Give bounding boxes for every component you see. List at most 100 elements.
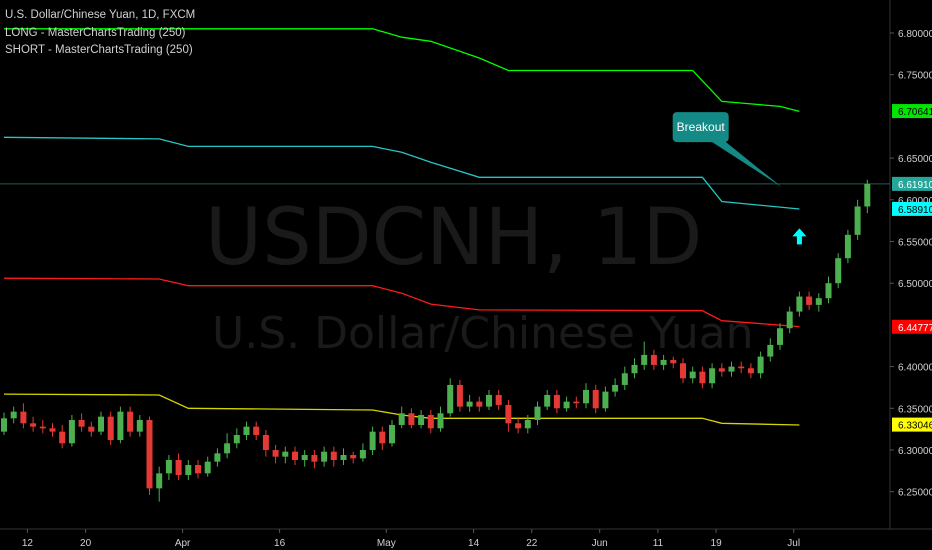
- price-label-badge: [892, 319, 932, 334]
- candle-body: [602, 391, 609, 409]
- candle-body: [456, 384, 463, 407]
- candle-body: [660, 359, 667, 365]
- y-tick-label: 6.55000: [898, 238, 932, 249]
- candle-body: [621, 373, 628, 385]
- candle-body: [495, 394, 502, 405]
- price-label-badge: [892, 417, 932, 432]
- candle-body: [486, 394, 492, 407]
- candle-body: [709, 368, 716, 384]
- candle-body: [699, 371, 706, 384]
- watermark-symbol: USDCNH, 1D: [205, 193, 703, 283]
- candle-body: [864, 183, 871, 207]
- candle-body: [224, 443, 231, 454]
- candle-body: [767, 344, 774, 357]
- candle-body: [806, 296, 813, 305]
- x-tick-label: 16: [274, 538, 286, 549]
- breakout-callout[interactable]: [672, 112, 729, 143]
- candle-body: [670, 359, 677, 364]
- candle-body: [49, 428, 56, 432]
- y-tick-label: 6.65000: [898, 154, 932, 165]
- candle-body: [156, 473, 163, 489]
- x-tick-label: Jun: [592, 538, 608, 549]
- y-tick-label: 6.35000: [898, 404, 932, 415]
- price-label-text: 6.58910: [898, 205, 932, 216]
- x-tick-label: 22: [526, 538, 538, 549]
- candle-body: [418, 414, 425, 425]
- candle-body: [854, 206, 861, 235]
- candle-body: [389, 424, 395, 444]
- indicator-long-label[interactable]: LONG - MasterChartsTrading (250): [5, 27, 186, 39]
- y-tick-label: 6.80000: [898, 29, 932, 40]
- candle-body: [534, 406, 541, 420]
- watermark-name: U.S. Dollar/Chinese Yuan: [212, 308, 754, 359]
- candle-body: [398, 413, 405, 425]
- long-band-line: [4, 28, 800, 113]
- price-label-text: 6.61910: [898, 180, 932, 191]
- candle-body: [718, 368, 725, 372]
- candle-body: [68, 419, 75, 444]
- price-label-badge: [892, 176, 932, 191]
- candle-body: [88, 426, 95, 432]
- candle-body: [292, 451, 298, 461]
- candle-body: [1, 418, 7, 432]
- x-tick-label: May: [377, 538, 396, 549]
- candle-body: [185, 465, 192, 476]
- candle-body: [272, 450, 279, 457]
- candle-body: [262, 434, 269, 450]
- candle-body: [301, 455, 308, 461]
- candle-body: [10, 411, 17, 419]
- candle-body: [78, 419, 85, 427]
- candle-body: [738, 366, 745, 369]
- short-band-line: [3, 277, 800, 328]
- y-tick-label: 6.40000: [898, 363, 932, 374]
- price-label-badge: [892, 104, 932, 119]
- x-tick-label: 19: [711, 538, 723, 549]
- candle-body: [757, 356, 764, 374]
- candle-body: [844, 234, 851, 259]
- breakout-label: Breakout: [677, 120, 726, 134]
- indicator-short-label[interactable]: SHORT - MasterChartsTrading (250): [5, 44, 193, 56]
- candle-body: [369, 431, 376, 450]
- candle-body: [175, 460, 182, 476]
- y-tick-label: 6.75000: [898, 71, 932, 82]
- x-tick-label: 11: [653, 538, 664, 549]
- candle-body: [350, 455, 357, 459]
- candle-body: [524, 419, 531, 429]
- x-tick-label: 12: [22, 538, 34, 549]
- candle-body: [165, 460, 172, 474]
- y-tick-label: 6.25000: [898, 488, 932, 499]
- price-label-text: 6.70641: [898, 107, 932, 118]
- candle-body: [747, 368, 754, 374]
- candle-body: [466, 401, 473, 407]
- candle-body: [650, 354, 657, 365]
- x-tick-label: 20: [80, 538, 92, 549]
- candle-body: [379, 431, 386, 444]
- candle-body: [233, 434, 240, 444]
- price-label-text: 6.33046: [898, 421, 932, 432]
- candle-body: [98, 416, 104, 432]
- candle-body: [447, 384, 454, 414]
- candle-body: [321, 451, 328, 462]
- candle-body: [340, 455, 347, 461]
- candle-body: [214, 453, 221, 462]
- candle-body: [146, 419, 153, 489]
- candle-body: [631, 364, 638, 374]
- candle-body: [437, 413, 444, 429]
- candle-body: [30, 423, 37, 427]
- candle-body: [680, 363, 686, 379]
- yellow-band-line: [3, 393, 800, 426]
- candle-body: [815, 298, 822, 305]
- candle-body: [592, 389, 599, 409]
- candle-body: [408, 413, 415, 425]
- candle-body: [243, 426, 250, 435]
- candle-body: [59, 431, 66, 444]
- candle-body: [136, 419, 143, 432]
- x-tick-label: Jul: [787, 538, 800, 549]
- y-tick-label: 6.30000: [898, 446, 932, 457]
- candle-body: [544, 394, 551, 407]
- candle-body: [195, 465, 201, 474]
- candle-body: [39, 426, 46, 429]
- signal-up-arrow-icon: [792, 228, 807, 245]
- candle-body: [835, 258, 842, 284]
